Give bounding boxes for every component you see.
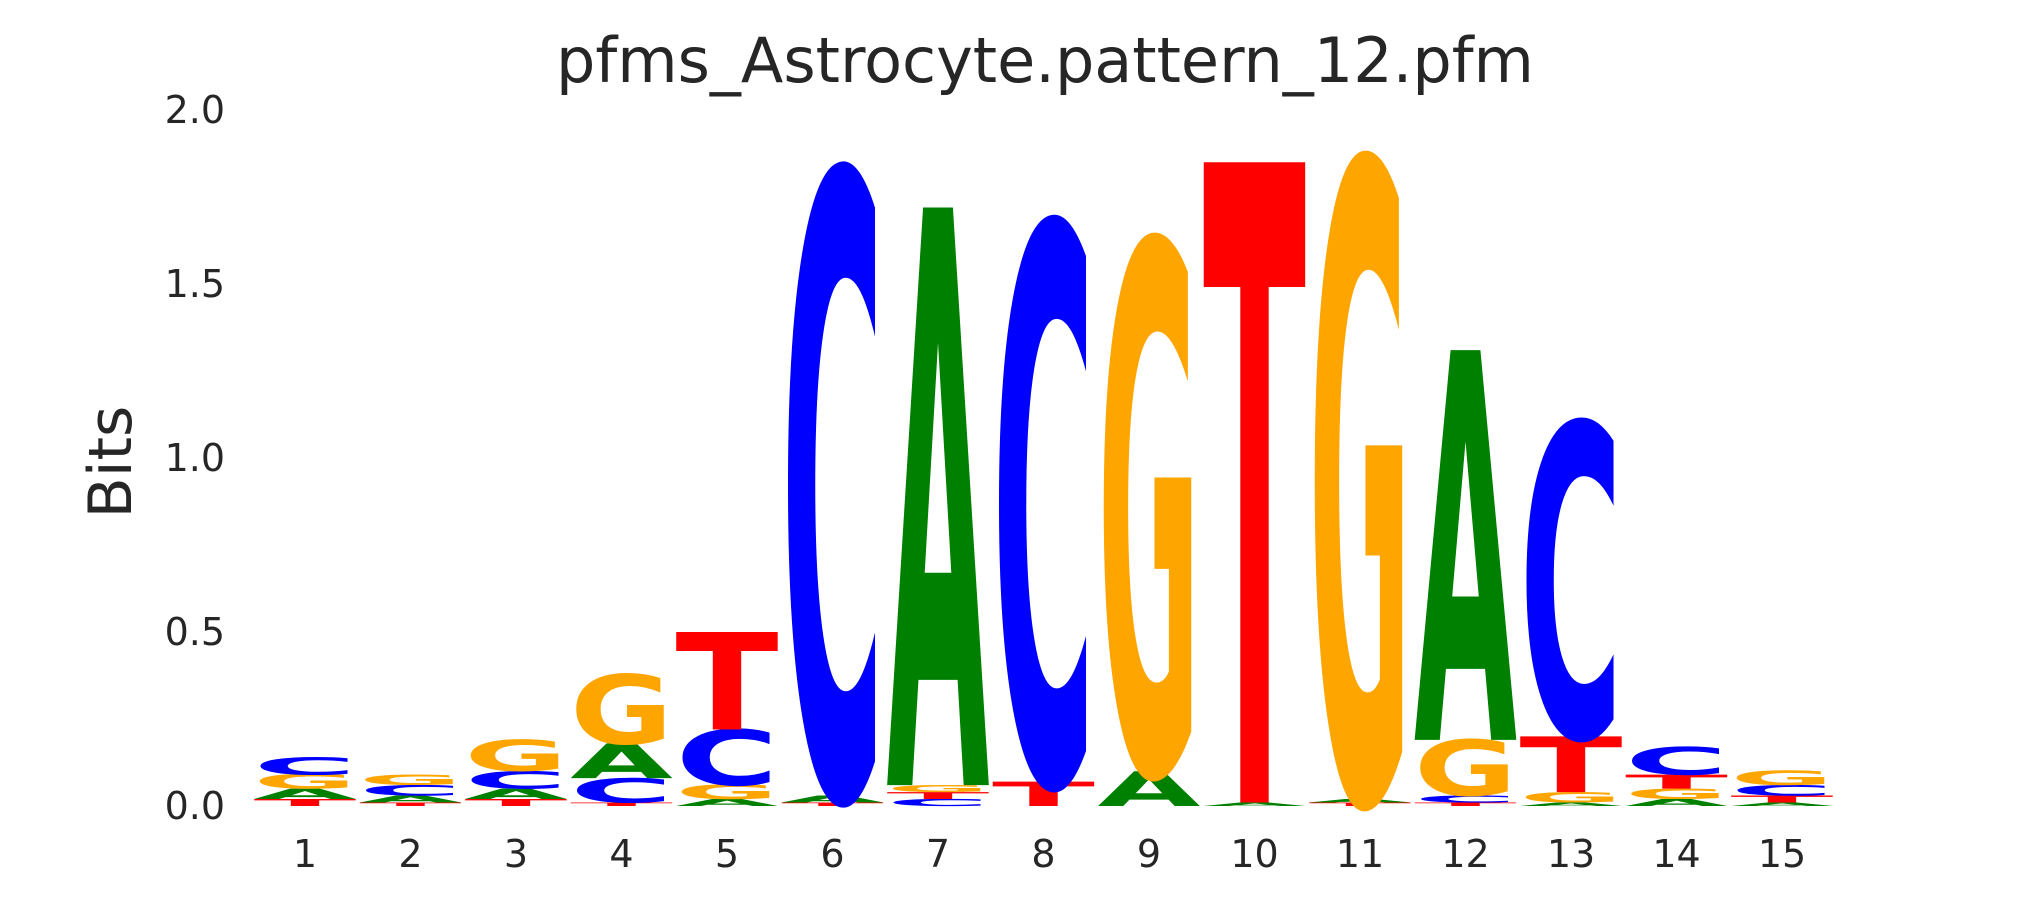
letter-a: A [1309, 798, 1412, 804]
letter-a: A [359, 794, 462, 805]
letter-g: G [1414, 726, 1517, 814]
x-tick-label: 1 [293, 832, 317, 876]
x-tick-label: 8 [1031, 832, 1055, 876]
x-tick-label: 4 [609, 832, 633, 876]
x-tick-label: 3 [504, 832, 528, 876]
letter-c: C [992, 72, 1095, 900]
letter-t: T [1520, 722, 1623, 811]
y-tick-label: 1.5 [165, 262, 225, 306]
letter-a: A [1731, 802, 1834, 808]
x-tick-label: 11 [1336, 832, 1384, 876]
letter-a: A [676, 797, 779, 808]
letter-c: C [1414, 794, 1517, 805]
letter-c: C [781, 4, 884, 900]
letter-t: T [781, 802, 884, 808]
letter-t: T [992, 775, 1095, 814]
letter-t: T [465, 797, 568, 808]
letter-g: G [887, 783, 990, 794]
letter-g: G [1520, 789, 1623, 806]
stack-position: AG [1098, 98, 1201, 905]
letter-t: T [254, 797, 357, 808]
letter-t: T [676, 606, 779, 762]
stack-position: TC [992, 72, 1095, 905]
letter-g: G [1625, 786, 1728, 803]
letter-t: T [1203, 0, 1307, 900]
stack-position: TAC [781, 4, 884, 905]
y-tick-label: 0.0 [165, 784, 225, 828]
letter-c: C [887, 797, 990, 808]
letter-t: T [359, 802, 462, 808]
x-tick-label: 12 [1441, 832, 1489, 876]
x-tick-label: 10 [1230, 832, 1278, 876]
x-axis-ticks: 1 2 3 4 5 6 7 8 9 10 11 12 13 14 15 [293, 832, 1806, 876]
stack-position: AT [1203, 0, 1307, 905]
letter-a: A [1203, 802, 1306, 808]
letter-a: A [1098, 762, 1201, 818]
x-tick-label: 7 [926, 832, 950, 876]
x-tick-label: 13 [1547, 832, 1595, 876]
letter-t: T [1309, 802, 1412, 808]
letter-g: G [1098, 98, 1201, 900]
letter-t: T [570, 802, 673, 808]
letter-c: C [359, 782, 462, 799]
x-tick-label: 5 [715, 832, 739, 876]
x-tick-label: 6 [820, 832, 844, 876]
letter-a: A [570, 734, 673, 790]
y-axis-label: Bits [76, 406, 146, 519]
letter-c: C [676, 714, 779, 803]
y-tick-label: 0.5 [165, 610, 225, 654]
letter-a: A [1520, 802, 1623, 808]
chart-title: pfms_Astrocyte.pattern_12.pfm [556, 24, 1534, 97]
y-axis-ticks: 0.0 0.5 1.0 1.5 2.0 [165, 88, 225, 828]
letter-a: A [1625, 797, 1728, 808]
letter-a: A [1414, 243, 1518, 866]
letter-t: T [1414, 802, 1517, 808]
letter-c: C [570, 772, 673, 811]
letter-g: G [1731, 768, 1834, 790]
letter-a: A [887, 50, 991, 900]
letter-t: T [887, 790, 990, 801]
letter-t: T [1731, 794, 1834, 805]
letter-a: A [781, 794, 884, 805]
letter-c: C [1520, 338, 1623, 838]
letter-g: G [676, 782, 779, 804]
x-tick-label: 2 [398, 832, 422, 876]
letter-a: A [465, 786, 568, 803]
letter-c: C [1731, 782, 1834, 799]
x-tick-label: 15 [1758, 832, 1806, 876]
stack-position: TAG [1309, 0, 1412, 905]
letter-c: C [465, 767, 568, 795]
y-tick-label: 2.0 [165, 88, 225, 132]
letter-c: C [1625, 740, 1728, 784]
letter-g: G [465, 732, 568, 782]
x-tick-label: 14 [1652, 832, 1700, 876]
letter-g: G [254, 771, 357, 793]
y-tick-label: 1.0 [165, 436, 225, 480]
x-tick-label: 9 [1137, 832, 1161, 876]
letter-t: T [1625, 771, 1728, 793]
letter-g: G [570, 656, 673, 766]
letter-g: G [359, 772, 462, 789]
letter-a: A [254, 786, 357, 803]
letter-c: C [254, 753, 357, 781]
letter-g: G [1309, 0, 1412, 900]
